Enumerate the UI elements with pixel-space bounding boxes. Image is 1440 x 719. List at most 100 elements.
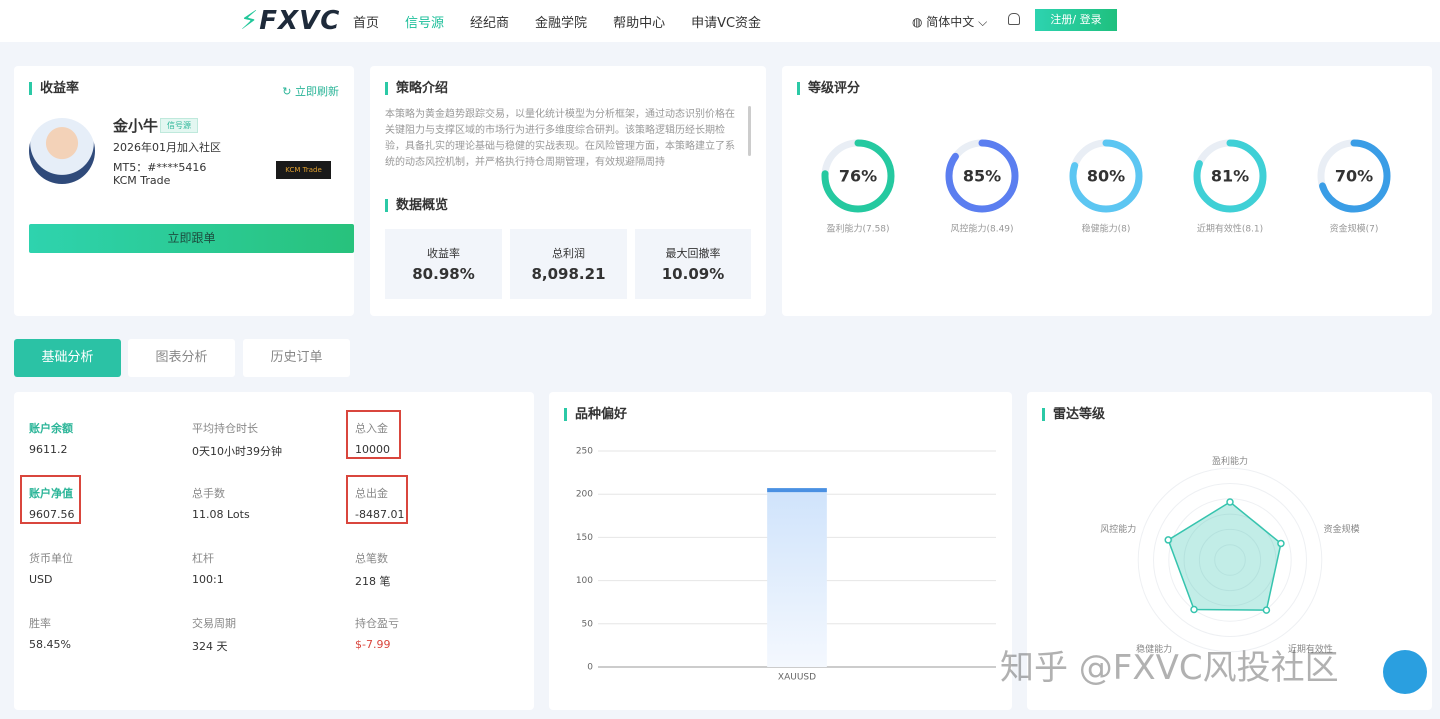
radar-label: 稳健能力 [1136,643,1172,655]
stat-value: -8487.01 [355,508,405,521]
stat-label: 货币单位 [29,552,73,565]
card-title: 策略介绍 [385,82,448,95]
nav-item[interactable]: 信号源 [405,16,445,31]
x-tick-label: XAUUSD [778,673,816,683]
stat-label: 胜率 [29,617,51,630]
logo[interactable]: ⚡FXVC [240,6,341,36]
bell-icon[interactable] [1008,13,1020,25]
language[interactable]: 简体中文 [926,15,975,29]
gauge-value: 76% [839,167,877,186]
stat-label: 总手数 [192,487,225,500]
gauge-chart: 76% 盈利能力(7.58) 85% 风控能力(8.49) 80% 稳健能力(8) 81% 近… [821,139,1391,235]
highlight-box [346,475,408,524]
stat-value: $-7.99 [355,638,391,651]
login-button[interactable]: 注册/ 登录 [1035,9,1117,31]
refresh[interactable]: ↻ 立即刷新 [282,85,339,98]
radar-label: 资金规模 [1324,523,1360,535]
nav-item[interactable]: 首页 [353,16,380,31]
stat-value: 9607.56 [29,508,75,521]
bar-chart: 0 50 100 150 200 250 XAUUSD [576,447,996,683]
stat-label: 总入金 [355,422,388,435]
stat-value: 58.45% [29,638,71,651]
tab[interactable]: 图表分析 [128,339,235,377]
stat-label: 持仓盈亏 [355,617,399,630]
stat-box: 总利润 8,098.21 [510,229,627,299]
gauge-label: 稳健能力(8) [1082,223,1131,235]
stat-value: USD [29,573,53,586]
radar-label: 盈利能力 [1212,455,1248,467]
follow-button[interactable]: 立即跟单 [29,224,354,253]
stat-value: 0天10小时39分钟 [192,445,282,458]
stat-label: 收益率 [427,247,460,260]
nav-item[interactable]: 申请VC资金 [691,16,762,31]
y-tick-label: 0 [587,663,593,673]
language-select[interactable]: ◍ 简体中文 ⌵ [912,15,988,29]
stat-label: 账户净值 [29,487,73,500]
stat-value: 10000 [355,443,390,456]
stat-label: 账户余额 [29,422,73,435]
stat-box: 最大回撤率 10.09% [635,229,751,299]
stat-value: 9611.2 [29,443,68,456]
logo-text[interactable]: FXVC [259,6,341,36]
y-tick-label: 250 [576,447,593,457]
gauge-arc [945,139,1019,213]
y-tick-label: 150 [576,533,593,543]
card-title: 雷达等级 [1042,408,1105,421]
gauge-value: 80% [1087,167,1125,186]
radar-point [1262,606,1271,614]
stat-label: 平均持仓时长 [192,422,258,435]
card-title: 品种偏好 [564,408,627,421]
card-title: 收益率 [29,82,79,95]
nav-item[interactable]: 经纪商 [470,16,510,31]
radar-ring [1214,544,1246,576]
tab[interactable]: 历史订单 [243,339,350,377]
watermark: 知乎 @FXVC风投社区 [1000,648,1339,688]
strategy-text: 本策略为黄金趋势跟踪交易，以量化统计模型为分析框架，通过动态识别价格在关键阻力与… [385,109,735,168]
stat-value: 11.08 Lots [192,508,250,521]
gauge-label: 盈利能力(7.58) [826,223,889,235]
profile-card: 收益率 ↻ 立即刷新 金小牛 信号源 2026年01月加入社区 MT5：#***… [14,66,354,316]
nav-menu: 首页 信号源 经纪商 金融学院 帮助中心 申请VC资金 [353,12,761,31]
radar-label: 近期有效性 [1288,643,1333,655]
gauge-value: 70% [1335,167,1373,186]
radar-point [1277,539,1285,548]
radar-point [1190,605,1198,614]
nav-item[interactable]: 金融学院 [535,16,588,31]
bar [767,488,827,667]
gauge-arc [1193,139,1267,213]
stat-value: 10.09% [661,265,725,283]
radar-card: 雷达等级 盈利能力资金规模近期有效性 稳健能力 风控能力 [1027,392,1432,710]
gauge-label: 近期有效性(8.1) [1197,223,1263,235]
trader-name: 金小牛 [113,117,159,135]
radar-area [1167,501,1282,611]
gauge-label: 风控能力(8.49) [950,223,1013,235]
gauge-arc [821,139,895,213]
radar-label: 风控能力 [1100,523,1136,535]
gauge-label: 资金规模(7) [1330,223,1379,235]
preference-card: 品种偏好 0 50 100 150 200 250 XAUUSD [549,392,1012,710]
radar-point [1164,536,1172,544]
broker: KCM Trade [113,174,171,187]
stat-value: 324 天 [192,640,228,653]
nav-item[interactable]: 帮助中心 [613,16,666,31]
card-title: 数据概览 [385,199,448,212]
gauge-value: 81% [1211,167,1249,186]
gauge-value: 85% [963,167,1001,186]
scrollbar[interactable] [748,106,751,156]
highlight-box [346,410,401,459]
stat-label: 最大回撤率 [665,247,721,260]
stat-label: 交易周期 [192,617,236,630]
account-id: MT5：#****5416 [113,161,207,174]
chat-button[interactable] [1383,650,1427,694]
tab[interactable]: 基础分析 [14,339,121,377]
stat-box: 收益率 80.98% [385,229,502,299]
broker-logo: KCM Trade [276,161,331,179]
stat-label: 杠杆 [192,552,214,565]
gauge-arc [1069,139,1143,213]
stat-value: 80.98% [412,265,475,283]
rating-card: 等级评分 76% 盈利能力(7.58) 85% 风控能力(8.49) 80% 稳健能力(8… [782,66,1432,316]
stat-value: 100:1 [192,573,224,586]
refresh-text[interactable]: 立即刷新 [295,85,339,98]
